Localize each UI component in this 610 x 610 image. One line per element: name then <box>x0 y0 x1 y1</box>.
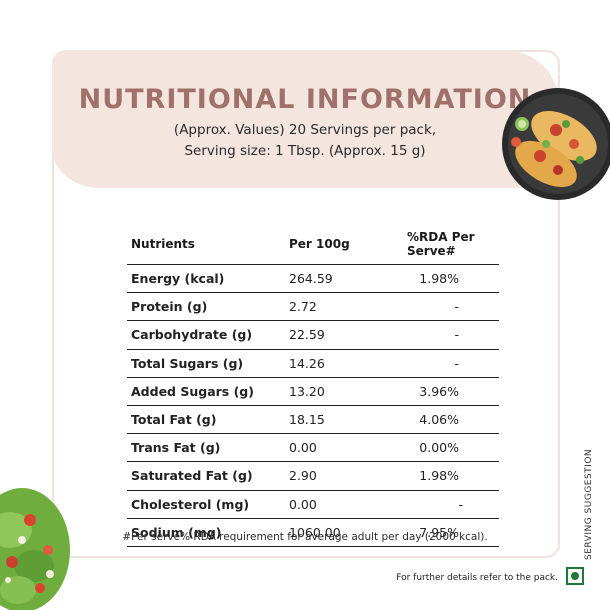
nutrient-name: Trans Fat (g) <box>127 433 275 463</box>
table-row: Sodium (mg) 1060.00 7.95% <box>127 518 499 547</box>
subtitle-servings: (Approx. Values) 20 Servings per pack, <box>173 122 437 138</box>
table-row: Saturated Fat (g) 2.90 1.98% <box>127 461 499 491</box>
rda-value: - <box>403 292 499 322</box>
nutrient-name: Carbohydrate (g) <box>127 320 275 350</box>
rda-value: - <box>403 320 499 350</box>
subtitle-serving-size: Serving size: 1 Tbsp. (Approx. 15 g) <box>184 143 426 159</box>
table-header-row: Nutrients Per 100g %RDA Per Serve# <box>127 226 499 265</box>
nutrient-name: Protein (g) <box>127 292 275 322</box>
table-row: Added Sugars (g) 13.20 3.96% <box>127 377 499 406</box>
per-100g-value: 22.59 <box>275 320 403 350</box>
table-row: Trans Fat (g) 0.00 0.00% <box>127 433 499 463</box>
table-row: Cholesterol (mg) 0.00 - <box>127 490 499 519</box>
per-100g-value: 0.00 <box>275 433 403 463</box>
nutrient-name: Total Sugars (g) <box>127 349 275 378</box>
tacos-plate-image <box>502 88 610 200</box>
serving-suggestion-label: SERVING SUGGESTION <box>584 448 594 560</box>
nutrient-name: Sodium (mg) <box>127 518 275 547</box>
nutrition-table: Nutrients Per 100g %RDA Per Serve# Energ… <box>127 226 499 547</box>
table-row: Energy (kcal) 264.59 1.98% <box>127 264 499 294</box>
table-row: Protein (g) 2.72 - <box>127 292 499 322</box>
nutrient-name: Energy (kcal) <box>127 264 275 294</box>
nutrient-name: Added Sugars (g) <box>127 377 275 406</box>
per-100g-value: 264.59 <box>275 264 403 294</box>
rda-value: - <box>403 490 499 519</box>
page-title: NUTRITIONAL INFORMATION <box>78 84 532 115</box>
veg-symbol-icon <box>566 567 584 585</box>
nutrient-name: Saturated Fat (g) <box>127 461 275 491</box>
per-100g-value: 2.90 <box>275 461 403 491</box>
header-band <box>52 50 560 188</box>
table-row: Total Sugars (g) 14.26 - <box>127 349 499 378</box>
salad-image <box>0 488 70 610</box>
rda-value: 1.98% <box>403 461 499 491</box>
rda-footnote: #Per serve% RDA requirement for average … <box>122 531 488 543</box>
table-row: Total Fat (g) 18.15 4.06% <box>127 405 499 435</box>
per-100g-value: 0.00 <box>275 490 403 519</box>
column-header-per-100g: Per 100g <box>275 226 403 265</box>
rda-value: 0.00% <box>403 433 499 463</box>
rda-value: - <box>403 349 499 378</box>
table-row: Carbohydrate (g) 22.59 - <box>127 320 499 350</box>
per-100g-value: 13.20 <box>275 377 403 406</box>
column-header-nutrients: Nutrients <box>127 226 275 265</box>
per-100g-value: 1060.00 <box>275 518 403 547</box>
nutrient-name: Cholesterol (mg) <box>127 490 275 519</box>
per-100g-value: 18.15 <box>275 405 403 435</box>
nutrient-name: Total Fat (g) <box>127 405 275 435</box>
rda-value: 1.98% <box>403 264 499 294</box>
per-100g-value: 2.72 <box>275 292 403 322</box>
column-header-rda: %RDA Per Serve# <box>403 226 499 265</box>
rda-value: 3.96% <box>403 377 499 406</box>
rda-value: 7.95% <box>403 518 499 547</box>
per-100g-value: 14.26 <box>275 349 403 378</box>
rda-value: 4.06% <box>403 405 499 435</box>
details-note: For further details refer to the pack. <box>396 573 558 583</box>
